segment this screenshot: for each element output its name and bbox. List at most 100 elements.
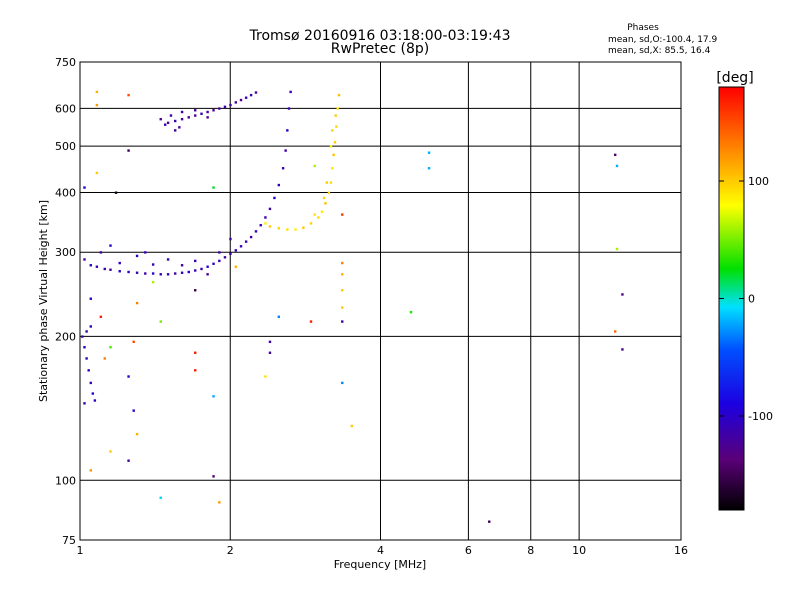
colorbar-tick-label: -100	[748, 410, 773, 423]
x-tick-label: 6	[465, 544, 472, 557]
x-axis-ticks: 1 2 4 6 8 10 16	[77, 544, 689, 557]
data-point	[89, 297, 92, 300]
data-point	[109, 450, 112, 453]
data-point	[93, 399, 97, 402]
data-point	[427, 151, 431, 154]
data-point	[212, 395, 215, 398]
data-point	[83, 186, 86, 189]
data-point	[127, 375, 130, 378]
data-point	[135, 301, 139, 305]
data-point	[302, 226, 305, 229]
data-point	[249, 235, 253, 239]
data-point	[615, 247, 619, 251]
y-axis-label: Stationary phase Virtual Height [km]	[37, 200, 50, 402]
y-tick-label: 600	[55, 102, 76, 115]
data-point	[615, 164, 619, 168]
data-point	[320, 210, 324, 213]
data-point	[180, 271, 184, 274]
data-points	[81, 90, 624, 523]
data-point	[254, 91, 258, 94]
data-point	[95, 171, 99, 175]
y-tick-label: 75	[62, 534, 76, 547]
data-point	[427, 167, 431, 170]
data-point	[151, 272, 155, 275]
data-point	[135, 432, 139, 436]
data-point	[334, 114, 337, 117]
data-point	[109, 244, 112, 247]
data-point	[294, 228, 297, 231]
data-point	[239, 98, 243, 102]
data-point	[99, 251, 103, 254]
data-point	[194, 351, 197, 354]
data-point	[89, 264, 92, 267]
data-point	[234, 249, 238, 252]
data-point	[409, 310, 413, 314]
data-point	[81, 335, 84, 338]
data-point	[234, 265, 238, 268]
data-point	[613, 330, 617, 333]
x-tick-label: 2	[227, 544, 234, 557]
data-point	[118, 261, 121, 265]
data-point	[95, 90, 99, 94]
data-point	[268, 340, 272, 344]
data-point	[331, 129, 334, 132]
data-point	[212, 186, 215, 189]
data-point	[151, 263, 155, 266]
data-point	[85, 330, 88, 333]
y-tick-label: 200	[55, 330, 76, 343]
data-point	[144, 251, 147, 254]
data-point	[166, 273, 170, 276]
y-tick-label: 500	[55, 140, 76, 153]
x-tick-label: 1	[77, 544, 84, 557]
data-point	[212, 262, 215, 265]
data-point	[249, 93, 253, 97]
data-point	[277, 315, 281, 319]
data-point	[95, 265, 99, 268]
data-point	[313, 213, 316, 216]
data-point	[109, 346, 112, 349]
data-point	[194, 259, 197, 263]
data-point	[178, 126, 181, 129]
data-point	[264, 375, 267, 378]
data-point	[218, 501, 221, 504]
data-point	[206, 273, 209, 276]
x-tick-label: 8	[527, 544, 534, 557]
data-point	[103, 357, 106, 360]
data-point	[132, 340, 135, 344]
data-point	[95, 103, 99, 107]
data-point	[234, 101, 238, 104]
y-axis-ticks: 75 100 200 300 400 500 600 750	[55, 56, 76, 547]
data-point	[187, 270, 190, 274]
data-point	[264, 216, 267, 219]
data-point	[144, 272, 147, 275]
data-point	[223, 105, 227, 109]
data-point	[173, 119, 177, 123]
y-tick-label: 750	[55, 56, 76, 69]
data-point	[127, 459, 130, 462]
data-point	[341, 381, 344, 385]
data-point	[159, 117, 162, 121]
data-point	[87, 369, 90, 372]
data-point	[286, 129, 289, 132]
data-point	[114, 191, 118, 194]
data-point	[194, 269, 197, 272]
data-point	[341, 320, 344, 323]
data-point	[309, 222, 313, 225]
x-tick-label: 16	[674, 544, 688, 557]
data-point	[163, 123, 167, 126]
data-point	[313, 164, 316, 168]
data-point	[268, 225, 272, 228]
data-point	[332, 153, 335, 157]
data-point	[254, 230, 258, 233]
data-point	[331, 167, 334, 170]
y-tick-label: 400	[55, 186, 76, 199]
data-point	[89, 381, 92, 385]
data-point	[333, 141, 337, 144]
data-point	[268, 207, 272, 211]
data-point	[109, 268, 112, 271]
data-point	[83, 402, 86, 405]
data-point	[83, 258, 86, 261]
data-point	[218, 107, 221, 110]
data-point	[173, 129, 177, 132]
